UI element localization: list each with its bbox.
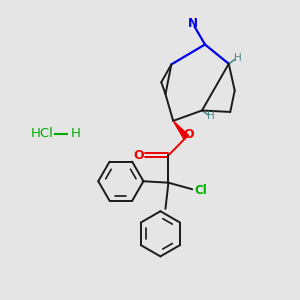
Text: Cl: Cl xyxy=(195,184,208,197)
Text: O: O xyxy=(183,128,194,141)
Text: O: O xyxy=(134,148,144,162)
Polygon shape xyxy=(173,121,189,139)
Text: N: N xyxy=(188,17,198,30)
Text: H: H xyxy=(207,111,215,122)
Text: H: H xyxy=(234,53,242,63)
Text: HCl: HCl xyxy=(31,127,54,140)
Text: H: H xyxy=(70,127,80,140)
